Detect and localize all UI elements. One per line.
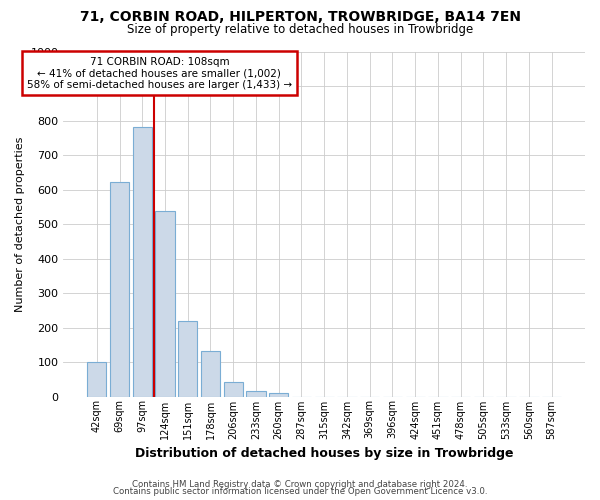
X-axis label: Distribution of detached houses by size in Trowbridge: Distribution of detached houses by size …	[135, 447, 514, 460]
Text: Contains HM Land Registry data © Crown copyright and database right 2024.: Contains HM Land Registry data © Crown c…	[132, 480, 468, 489]
Text: 71 CORBIN ROAD: 108sqm
← 41% of detached houses are smaller (1,002)
58% of semi-: 71 CORBIN ROAD: 108sqm ← 41% of detached…	[27, 56, 292, 90]
Bar	[201, 350, 220, 397]
Bar	[133, 126, 152, 396]
Y-axis label: Number of detached properties: Number of detached properties	[15, 136, 25, 312]
Bar	[110, 182, 129, 396]
Text: Size of property relative to detached houses in Trowbridge: Size of property relative to detached ho…	[127, 22, 473, 36]
Bar	[155, 211, 175, 396]
Text: 71, CORBIN ROAD, HILPERTON, TROWBRIDGE, BA14 7EN: 71, CORBIN ROAD, HILPERTON, TROWBRIDGE, …	[79, 10, 521, 24]
Bar	[247, 392, 266, 396]
Bar	[178, 320, 197, 396]
Bar	[269, 393, 289, 396]
Text: Contains public sector information licensed under the Open Government Licence v3: Contains public sector information licen…	[113, 487, 487, 496]
Bar	[87, 362, 106, 396]
Bar	[224, 382, 243, 396]
